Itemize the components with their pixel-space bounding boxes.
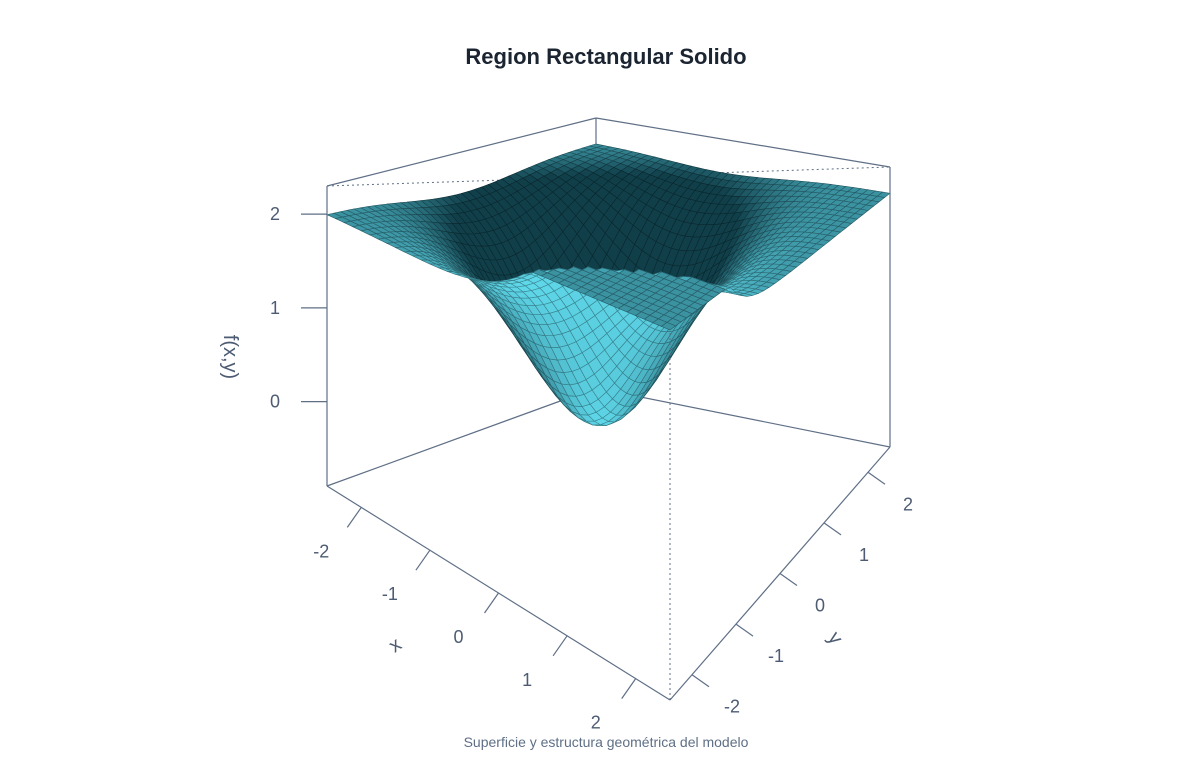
- y-tick-label: 1: [859, 545, 869, 565]
- axes: -2 -1 0 1 2 -2 -1 0 1 2 0 1 2 x y f(x,y): [219, 204, 913, 732]
- z-tick-label: 2: [270, 204, 280, 224]
- x-axis-label: x: [385, 633, 406, 657]
- y-tick-label: -2: [724, 697, 740, 717]
- y-tick-label: -1: [768, 646, 784, 666]
- z-tick-label: 1: [270, 298, 280, 318]
- axis-tick: [867, 471, 886, 485]
- surface-mesh: [326, 143, 891, 427]
- axis-tick: [484, 592, 499, 614]
- chart-title: Region Rectangular Solido: [465, 44, 747, 69]
- axis-tick: [823, 522, 842, 536]
- box-edge: [326, 387, 597, 487]
- axis-tick: [346, 507, 362, 528]
- x-tick-label: 1: [522, 670, 532, 690]
- z-tick-label: 0: [270, 392, 280, 412]
- box-edge: [326, 117, 597, 187]
- y-tick-label: 2: [903, 494, 913, 514]
- z-axis-label: f(x,y): [219, 335, 241, 379]
- y-axis-label: y: [823, 628, 847, 649]
- x-tick-label: 2: [591, 713, 601, 733]
- chart-caption: Superficie y estructura geométrica del m…: [463, 734, 749, 750]
- x-tick-label: 0: [453, 627, 463, 647]
- axis-tick: [735, 623, 754, 637]
- axis-tick: [415, 549, 431, 571]
- box-edge: [595, 117, 891, 168]
- x-tick-label: -2: [313, 541, 329, 561]
- axis-tick: [552, 635, 568, 657]
- surface-facet: [660, 322, 677, 331]
- x-tick-label: -1: [382, 584, 398, 604]
- axis-tick: [621, 678, 637, 699]
- axis-tick: [779, 573, 798, 586]
- box-edge: [595, 387, 891, 448]
- y-tick-label: 0: [815, 596, 825, 616]
- axis-tick: [691, 674, 710, 688]
